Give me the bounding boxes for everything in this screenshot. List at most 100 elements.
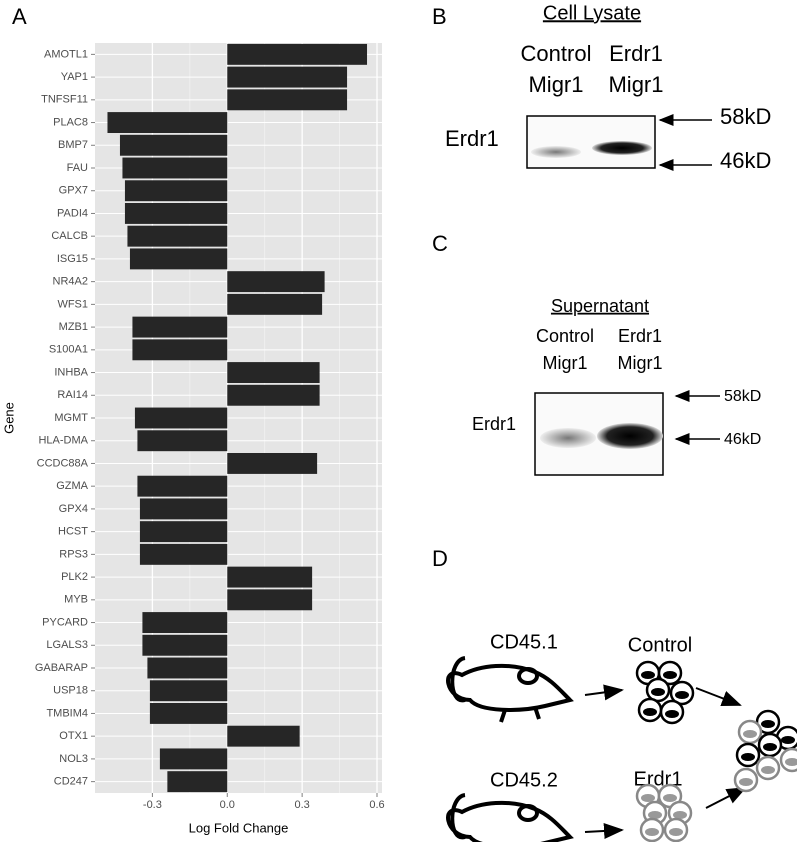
bar xyxy=(132,316,228,338)
bar xyxy=(227,43,368,65)
y-axis-title: Gene xyxy=(1,402,16,434)
cell-diagram xyxy=(635,660,797,842)
y-tick-label: WFS1 xyxy=(57,298,88,310)
bar xyxy=(127,225,228,247)
y-tick-label: OTX1 xyxy=(59,730,88,742)
bar xyxy=(124,203,228,224)
bar xyxy=(122,157,228,179)
bar xyxy=(124,180,228,202)
lane-label: Erdr1 xyxy=(618,326,662,346)
bar xyxy=(119,134,228,156)
nucleus xyxy=(641,794,655,802)
bar xyxy=(107,112,228,133)
y-tick-label: CCDC88A xyxy=(37,457,89,469)
y-tick-label: HLA-DMA xyxy=(38,435,88,447)
bar xyxy=(227,725,300,747)
y-tick-label: HCST xyxy=(58,526,88,538)
bar xyxy=(227,66,348,88)
nucleus xyxy=(739,778,753,786)
y-tick-label: ISG15 xyxy=(57,253,88,265)
lane-label: Migr1 xyxy=(542,353,587,373)
y-tick-label: MGMT xyxy=(54,412,88,424)
x-axis-title: Log Fold Change xyxy=(189,820,289,835)
lane-label: Erdr1 xyxy=(609,41,663,66)
y-tick-label: NOL3 xyxy=(59,753,88,765)
nucleus xyxy=(673,811,687,819)
y-tick-label: CALCB xyxy=(51,230,88,242)
lane-label: Migr1 xyxy=(608,72,663,97)
y-tick-label: BMP7 xyxy=(58,139,88,151)
y-tick-label: USP18 xyxy=(53,685,88,697)
bar xyxy=(147,657,228,679)
row-label: Erdr1 xyxy=(472,414,516,434)
nucleus xyxy=(663,794,677,802)
nucleus xyxy=(763,743,777,751)
donor-label: CD45.1 xyxy=(490,631,558,653)
nucleus xyxy=(761,766,775,774)
y-tick-label: YAP1 xyxy=(61,71,88,83)
lane-label: Migr1 xyxy=(528,72,583,97)
nucleus xyxy=(761,720,775,728)
marker-label: 58kD xyxy=(724,388,761,405)
bar xyxy=(139,543,228,565)
bar xyxy=(142,612,228,633)
y-tick-label: PLAC8 xyxy=(53,116,88,128)
marker-label: 46kD xyxy=(724,431,761,448)
y-tick-label: TMBIM4 xyxy=(46,707,88,719)
bar xyxy=(227,293,323,315)
x-tick-label: 0.6 xyxy=(369,799,384,811)
y-tick-label: NR4A2 xyxy=(53,276,88,288)
y-tick-label: LGALS3 xyxy=(46,639,88,651)
marker-label: 46kD xyxy=(720,148,771,173)
nucleus xyxy=(741,753,755,761)
bar xyxy=(227,453,318,474)
bar xyxy=(142,634,228,656)
nucleus xyxy=(781,736,795,744)
lane-label: Control xyxy=(521,41,592,66)
mouse xyxy=(446,656,574,723)
bar xyxy=(227,589,313,611)
nucleus xyxy=(665,710,679,718)
x-tick-label: 0.3 xyxy=(294,799,309,811)
y-tick-label: PLK2 xyxy=(61,571,88,583)
nucleus xyxy=(645,828,659,836)
y-tick-label: AMOTL1 xyxy=(44,48,88,60)
nucleus xyxy=(669,828,683,836)
bar xyxy=(227,384,320,406)
bar xyxy=(129,248,228,270)
lane-label: Migr1 xyxy=(617,353,662,373)
nucleus xyxy=(643,708,657,716)
bar xyxy=(227,362,320,383)
nucleus xyxy=(675,691,689,699)
bar xyxy=(159,748,228,770)
y-tick-label: MYB xyxy=(64,594,88,606)
bar xyxy=(227,89,348,111)
bar xyxy=(137,430,228,452)
bar xyxy=(149,703,228,724)
nucleus xyxy=(641,671,655,679)
panel-letter: A xyxy=(12,4,27,29)
y-tick-label: S100A1 xyxy=(49,344,88,356)
blot-title: Supernatant xyxy=(551,296,649,316)
marker-label: 58kD xyxy=(720,104,771,129)
y-tick-label: CD247 xyxy=(54,776,88,788)
panel-letter: C xyxy=(432,231,448,256)
bar xyxy=(137,475,228,497)
y-tick-label: MZB1 xyxy=(59,321,88,333)
y-tick-label: INHBA xyxy=(54,366,88,378)
y-tick-label: GPX4 xyxy=(59,503,88,515)
lane-label: Control xyxy=(536,326,594,346)
band xyxy=(592,141,652,155)
x-tick-label: 0.0 xyxy=(220,799,235,811)
bar xyxy=(132,339,228,361)
y-tick-label: RAI14 xyxy=(57,389,88,401)
y-tick-label: TNFSF11 xyxy=(41,94,88,106)
y-tick-label: GZMA xyxy=(56,480,88,492)
y-tick-label: GABARAP xyxy=(35,662,88,674)
nucleus xyxy=(651,688,665,696)
panel-letter: B xyxy=(432,4,447,29)
arrow xyxy=(584,684,747,839)
mouse xyxy=(446,793,574,842)
nucleus xyxy=(648,811,662,819)
